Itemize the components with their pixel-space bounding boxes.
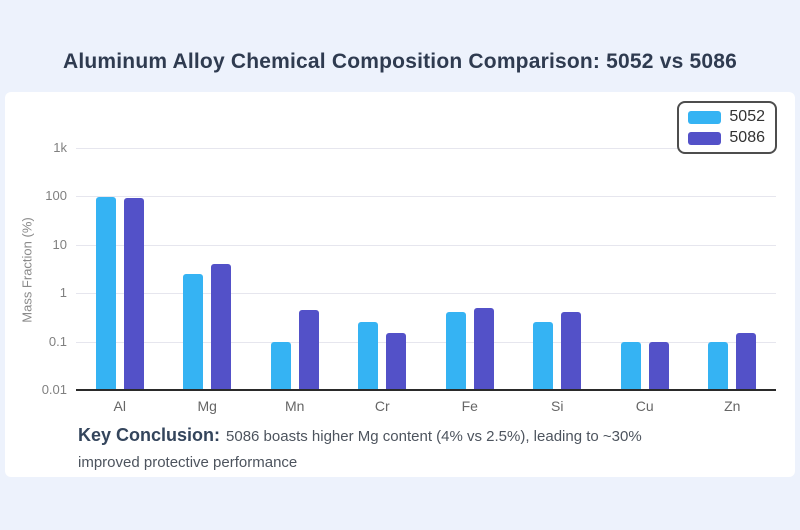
legend-item-5086[interactable]: 5086 — [688, 129, 765, 147]
gridline-10 — [76, 244, 776, 246]
y-tick-0.1: 0.1 — [48, 333, 67, 349]
gridline-1 — [76, 293, 776, 295]
legend-swatch-5086 — [688, 131, 722, 145]
gridline-100 — [76, 196, 776, 198]
bar-5052-Cr[interactable] — [358, 322, 379, 390]
x-tick-Fe: Fe — [461, 398, 478, 414]
bar-group-Mg — [164, 148, 252, 390]
y-tick-1k: 1k — [53, 140, 67, 155]
plot-area — [76, 148, 776, 391]
bar-5052-Fe[interactable] — [445, 312, 466, 390]
bar-group-Cr — [339, 148, 427, 390]
legend: 5052 5086 — [677, 101, 777, 154]
legend-label-5052: 5052 — [729, 108, 765, 125]
gridline-0.1 — [76, 341, 776, 343]
chart-panel: Mass Fraction (%) 1k 100 10 1 0.1 0.01 Al Mg Mn… — [5, 92, 795, 477]
y-axis-label: Mass Fraction (%) — [19, 217, 35, 323]
x-tick-Zn: Zn — [724, 398, 741, 414]
bar-5086-Mn[interactable] — [298, 310, 319, 390]
legend-swatch-5052 — [688, 110, 722, 124]
bar-5052-Si[interactable] — [533, 322, 554, 390]
bar-5086-Zn[interactable] — [736, 333, 757, 390]
bar-group-Si — [514, 148, 602, 390]
x-tick-Cr: Cr — [374, 398, 390, 414]
legend-label-5086: 5086 — [729, 129, 765, 146]
chart-title: Aluminum Alloy Chemical Composition Comp… — [62, 50, 738, 73]
y-tick-100: 100 — [45, 188, 67, 204]
bar-group-Al — [76, 148, 164, 390]
legend-item-5052[interactable]: 5052 — [688, 108, 765, 126]
bar-5086-Mg[interactable] — [211, 264, 232, 390]
bar-5086-Si[interactable] — [561, 312, 582, 390]
bar-group-Cu — [601, 148, 689, 390]
conclusion: Key Conclusion: 5086 boasts higher Mg con… — [78, 422, 693, 476]
x-axis-line — [76, 389, 776, 391]
y-tick-0.01: 0.01 — [41, 382, 67, 397]
x-tick-Si: Si — [551, 398, 564, 414]
bar-group-Mn — [251, 148, 339, 390]
x-tick-Al: Al — [113, 398, 126, 414]
bar-group-Fe — [426, 148, 514, 390]
bar-5052-Al[interactable] — [95, 197, 116, 390]
bar-group-Zn — [689, 148, 777, 390]
gridline-1k — [76, 148, 776, 149]
bar-5086-Cu[interactable] — [648, 341, 669, 390]
conclusion-text: 5086 boasts higher Mg content (4% vs 2.5… — [78, 428, 642, 471]
x-tick-Cu: Cu — [635, 398, 654, 414]
bar-5052-Mn[interactable] — [270, 341, 291, 390]
bar-groups — [76, 148, 776, 390]
bar-5086-Fe[interactable] — [473, 307, 494, 390]
bar-5052-Mg[interactable] — [183, 273, 204, 390]
x-tick-Mg: Mg — [197, 398, 217, 414]
conclusion-label: Key Conclusion: — [78, 425, 221, 445]
bar-5086-Cr[interactable] — [386, 333, 407, 390]
bar-5052-Cu[interactable] — [620, 341, 641, 390]
y-tick-10: 10 — [52, 236, 67, 252]
x-tick-Mn: Mn — [285, 398, 305, 414]
bar-5086-Al[interactable] — [123, 197, 144, 390]
x-axis-labels: Al Mg Mn Cr Fe Si Cu Zn — [76, 398, 776, 414]
y-tick-1: 1 — [59, 285, 67, 301]
bar-5052-Zn[interactable] — [708, 341, 729, 390]
